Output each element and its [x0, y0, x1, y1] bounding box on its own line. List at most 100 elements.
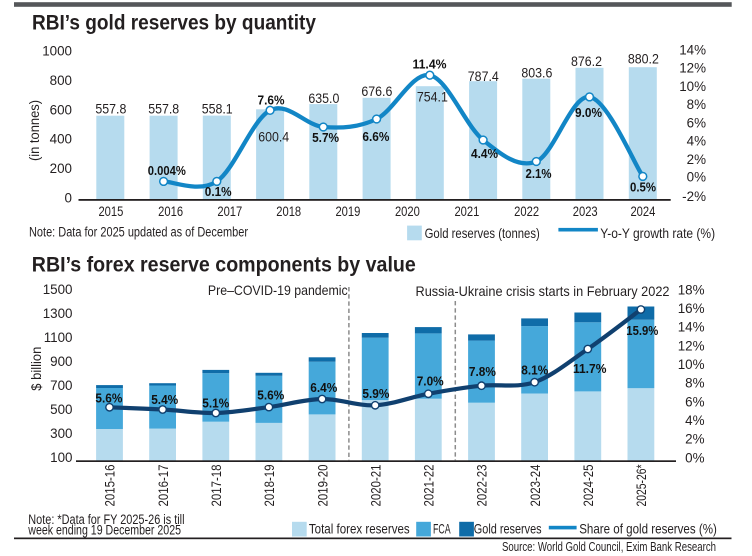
- svg-text:16%: 16%: [678, 301, 705, 316]
- svg-text:0.004%: 0.004%: [148, 164, 186, 178]
- svg-text:2018-19: 2018-19: [262, 464, 278, 506]
- svg-text:5.4%: 5.4%: [151, 393, 178, 407]
- svg-text:8.1%: 8.1%: [521, 363, 548, 377]
- svg-text:Gold reserves (tonnes): Gold reserves (tonnes): [425, 225, 540, 241]
- svg-text:10%: 10%: [678, 357, 705, 372]
- svg-text:Share of gold reserves (%): Share of gold reserves (%): [579, 521, 717, 537]
- svg-text:Y-o-Y growth rate (%): Y-o-Y growth rate (%): [600, 225, 715, 241]
- svg-text:Russia-Ukraine crisis starts i: Russia-Ukraine crisis starts in February…: [416, 284, 670, 299]
- svg-text:11.4%: 11.4%: [413, 58, 447, 72]
- svg-text:100: 100: [50, 450, 72, 465]
- svg-text:2022: 2022: [514, 204, 539, 219]
- svg-text:12%: 12%: [678, 338, 705, 353]
- svg-text:2%: 2%: [687, 152, 706, 167]
- svg-text:1000: 1000: [42, 43, 72, 58]
- svg-text:880.2: 880.2: [628, 51, 659, 67]
- svg-text:2023-24: 2023-24: [528, 464, 544, 506]
- svg-text:2016-17: 2016-17: [156, 464, 172, 506]
- svg-text:8%: 8%: [685, 376, 704, 391]
- svg-text:2017-18: 2017-18: [209, 464, 225, 506]
- svg-text:500: 500: [50, 402, 72, 417]
- svg-text:2017: 2017: [217, 204, 242, 219]
- svg-text:Gold reserves: Gold reserves: [474, 521, 542, 537]
- svg-text:2024: 2024: [630, 204, 655, 219]
- svg-text:7.8%: 7.8%: [469, 365, 496, 379]
- svg-text:4%: 4%: [687, 134, 706, 149]
- svg-text:2%: 2%: [685, 432, 704, 447]
- svg-text:0%: 0%: [685, 450, 704, 465]
- svg-text:Source: World Gold Council, Ex: Source: World Gold Council, Exim Bank Re…: [502, 539, 716, 554]
- svg-text:4.4%: 4.4%: [471, 147, 498, 161]
- svg-text:2019-20: 2019-20: [315, 464, 331, 506]
- svg-text:2025-26*: 2025-26*: [634, 464, 650, 506]
- svg-text:12%: 12%: [679, 60, 706, 75]
- svg-text:5.7%: 5.7%: [312, 131, 339, 145]
- svg-text:2020-21: 2020-21: [368, 464, 384, 506]
- svg-text:558.1: 558.1: [202, 101, 233, 117]
- svg-text:2.1%: 2.1%: [526, 167, 552, 181]
- svg-text:9.0%: 9.0%: [575, 106, 602, 120]
- svg-text:6.4%: 6.4%: [310, 381, 337, 395]
- svg-text:2023: 2023: [573, 204, 598, 219]
- svg-text:635.0: 635.0: [308, 90, 339, 106]
- svg-text:900: 900: [50, 354, 72, 369]
- svg-text:600.4: 600.4: [258, 128, 289, 144]
- svg-text:5.1%: 5.1%: [202, 397, 229, 411]
- svg-text:754.1: 754.1: [417, 88, 448, 104]
- svg-text:1300: 1300: [43, 306, 73, 321]
- svg-text:Total forex reserves: Total forex reserves: [309, 521, 410, 537]
- svg-text:2019: 2019: [335, 204, 360, 219]
- svg-text:2015: 2015: [98, 204, 123, 219]
- svg-text:15.9%: 15.9%: [626, 324, 658, 338]
- svg-text:0: 0: [65, 191, 72, 206]
- svg-text:-2%: -2%: [682, 189, 706, 204]
- svg-text:1100: 1100: [44, 330, 73, 345]
- svg-text:400: 400: [50, 132, 72, 147]
- svg-text:2022-23: 2022-23: [475, 464, 491, 506]
- svg-text:5.6%: 5.6%: [95, 391, 122, 405]
- svg-text:2016: 2016: [158, 204, 183, 219]
- svg-text:0.5%: 0.5%: [630, 181, 656, 195]
- svg-text:11.7%: 11.7%: [573, 362, 607, 376]
- svg-text:FCA: FCA: [433, 521, 451, 537]
- svg-text:2020: 2020: [395, 204, 420, 219]
- svg-text:RBI’s forex reserve components: RBI’s forex reserve components by value: [32, 253, 416, 276]
- svg-text:14%: 14%: [679, 43, 706, 58]
- svg-text:RBI’s gold reserves by quantit: RBI’s gold reserves by quantity: [32, 11, 316, 34]
- svg-text:8%: 8%: [687, 97, 706, 112]
- svg-text:week ending 19 December 2025: week ending 19 December 2025: [28, 522, 181, 537]
- svg-text:Pre–COVID-19 pandemic: Pre–COVID-19 pandemic: [208, 283, 348, 298]
- svg-text:7.0%: 7.0%: [417, 375, 444, 389]
- svg-text:(in tonnes): (in tonnes): [27, 100, 42, 161]
- svg-text:1500: 1500: [43, 282, 73, 297]
- svg-text:0%: 0%: [687, 170, 706, 185]
- svg-text:6%: 6%: [687, 115, 706, 130]
- svg-text:876.2: 876.2: [571, 53, 602, 69]
- svg-text:557.8: 557.8: [95, 101, 126, 117]
- svg-text:2021: 2021: [454, 204, 479, 219]
- svg-text:2015-16: 2015-16: [103, 464, 119, 506]
- svg-text:787.4: 787.4: [468, 68, 499, 84]
- svg-text:Note: Data for 2025 updated as: Note: Data for 2025 updated as of Decemb…: [29, 224, 248, 239]
- svg-text:800: 800: [50, 73, 72, 88]
- svg-text:2018: 2018: [276, 204, 301, 219]
- svg-text:10%: 10%: [679, 79, 706, 94]
- svg-text:200: 200: [50, 161, 72, 176]
- svg-text:803.6: 803.6: [521, 64, 552, 80]
- svg-text:676.6: 676.6: [361, 83, 392, 99]
- svg-text:$ billion: $ billion: [29, 347, 44, 391]
- svg-text:557.8: 557.8: [148, 101, 179, 117]
- svg-text:4%: 4%: [685, 413, 704, 428]
- svg-text:0.1%: 0.1%: [205, 185, 232, 199]
- svg-text:300: 300: [50, 426, 72, 441]
- svg-text:Note: *Data for FY 2025-26 is: Note: *Data for FY 2025-26 is till: [28, 512, 184, 527]
- svg-text:600: 600: [50, 102, 72, 117]
- svg-text:700: 700: [50, 378, 72, 393]
- svg-text:18%: 18%: [678, 282, 705, 297]
- svg-text:5.6%: 5.6%: [257, 389, 284, 403]
- svg-text:2021-22: 2021-22: [422, 464, 438, 506]
- svg-text:6%: 6%: [685, 394, 704, 409]
- svg-text:14%: 14%: [678, 320, 705, 335]
- svg-text:7.6%: 7.6%: [258, 94, 285, 108]
- svg-text:5.9%: 5.9%: [362, 387, 389, 401]
